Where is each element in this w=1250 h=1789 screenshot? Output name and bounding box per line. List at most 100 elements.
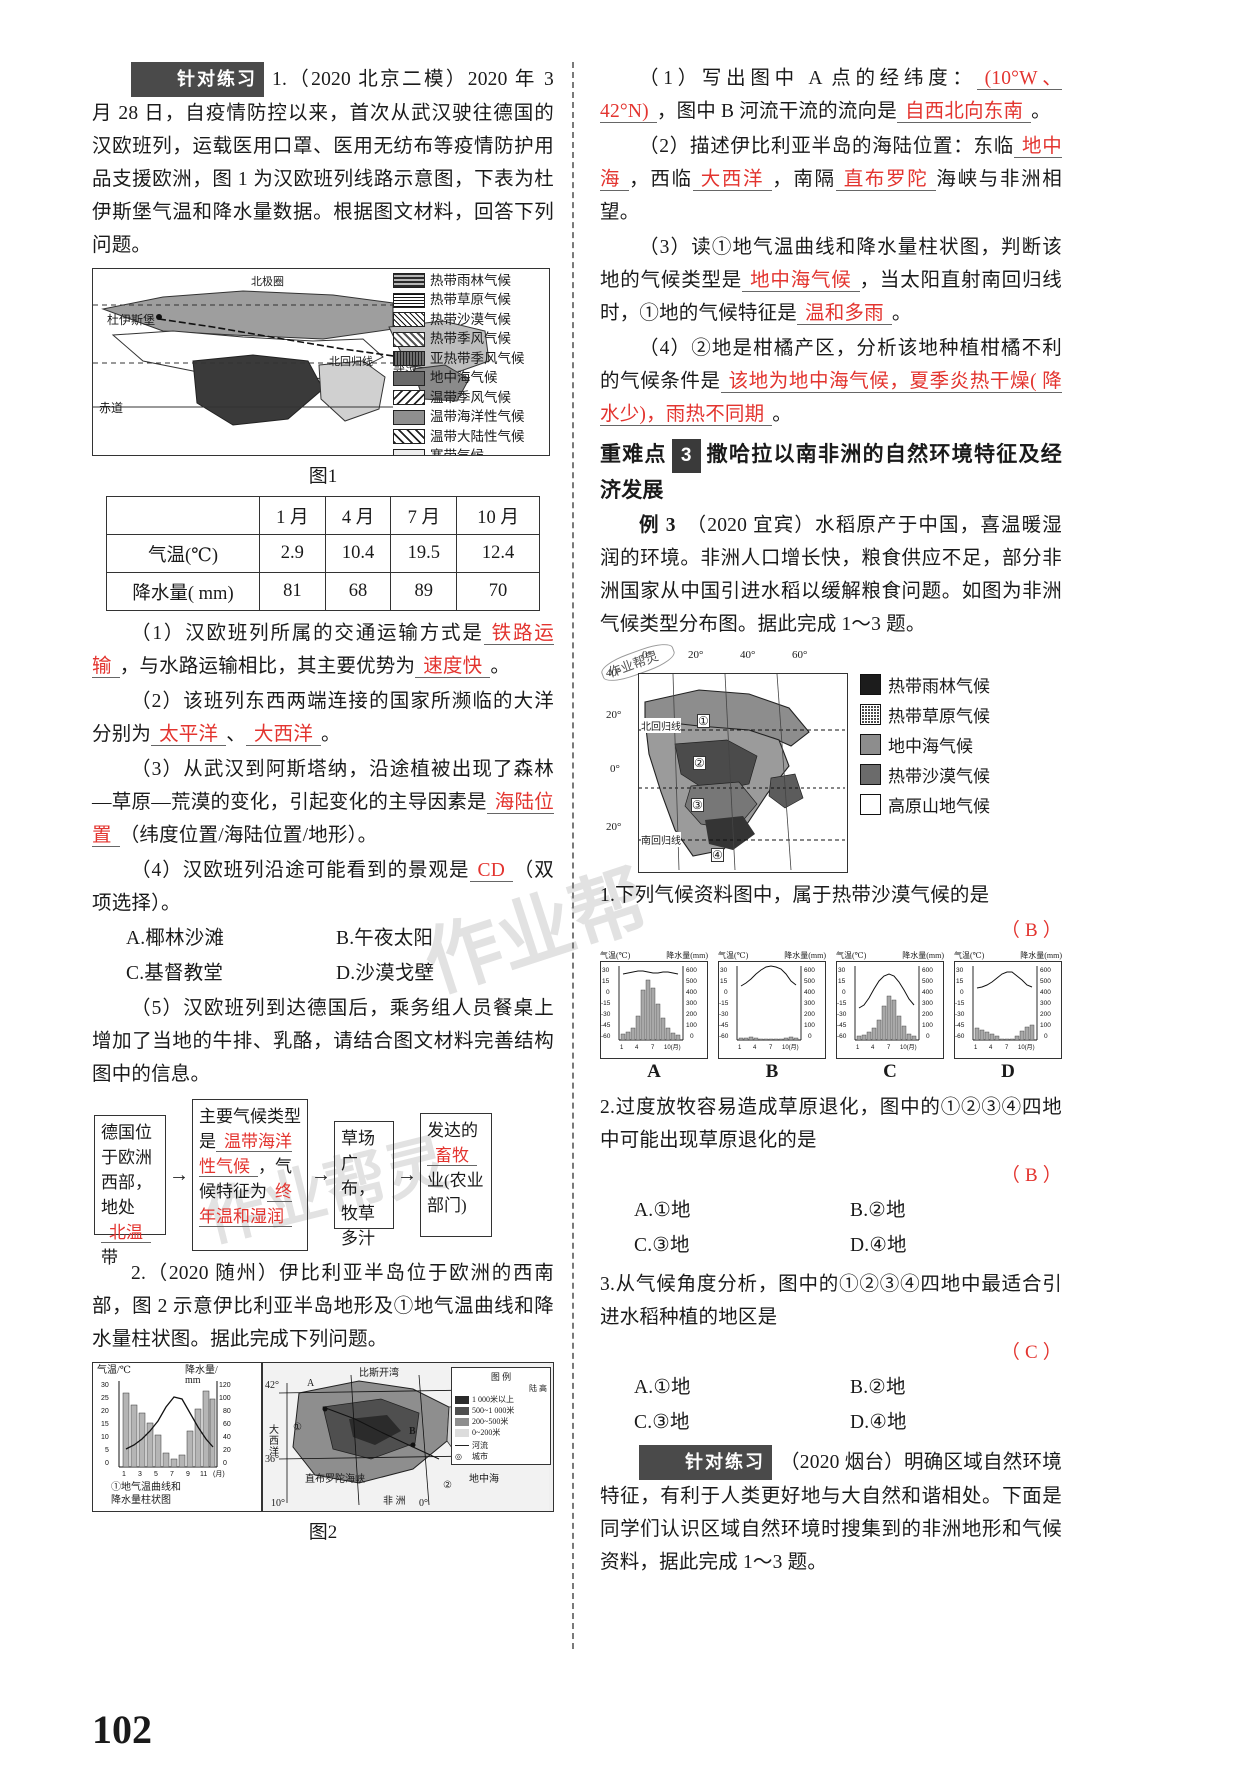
legend-label: 1 000米以上 xyxy=(472,1395,514,1404)
figure-2-terrain-map: A B ① ② 比斯开湾 大西洋 地中海 非 洲 直布罗陀海峡 42° 36° … xyxy=(262,1362,554,1512)
svg-text:10(月): 10(月) xyxy=(1018,1044,1035,1051)
q2-sub2-answer-1: 地中海 xyxy=(600,136,1062,191)
cell: 68 xyxy=(324,572,392,611)
q1-sub4-text: （4）汉欧班列沿途可能看到的景观是 xyxy=(131,860,470,881)
option-c: C.③地 xyxy=(634,1235,690,1256)
q1-sub1-text-2: ，与水路运输相比，其主要优势为 xyxy=(119,656,416,677)
map-label-africa: 非 洲 xyxy=(383,1496,406,1507)
svg-text:9: 9 xyxy=(186,1471,190,1478)
q2-sub3-text-2: ，当太阳直射南回归线时，①地的气候特征是 xyxy=(600,270,1062,324)
svg-text:80: 80 xyxy=(223,1408,231,1415)
map-label-gibraltar: 直布罗陀海峡 xyxy=(305,1474,365,1485)
svg-text:200: 200 xyxy=(804,1011,815,1018)
svg-text:25: 25 xyxy=(101,1395,109,1402)
svg-text:200: 200 xyxy=(922,1011,933,1018)
legend-label: 热带沙漠气候 xyxy=(888,766,990,786)
option-d: D.沙漠戈壁 xyxy=(336,963,435,984)
legend-label: 寒带气候 xyxy=(430,448,484,456)
chart-label-c: C xyxy=(883,1061,897,1082)
svg-text:3: 3 xyxy=(138,1471,142,1478)
svg-text:-60: -60 xyxy=(955,1033,965,1040)
option-a: A.①地 xyxy=(634,1200,691,1221)
cell: 12.4 xyxy=(456,534,540,573)
legend-swatch xyxy=(455,1395,469,1404)
legend-label: 城市 xyxy=(472,1452,488,1461)
legend-swatch xyxy=(455,1406,469,1415)
q1-sub2: （2）该班列东西两端连接的国家所濒临的大洋分别为 太平洋、大西洋。 xyxy=(92,685,554,751)
flow-box-4-text: 发达的 xyxy=(427,1121,478,1140)
svg-text:200: 200 xyxy=(1040,1011,1051,1018)
svg-text:0: 0 xyxy=(1044,1033,1048,1040)
legend-item: 地中海气候 xyxy=(860,729,990,759)
figure-1-caption: 图1 xyxy=(308,466,338,487)
svg-text:7: 7 xyxy=(651,1045,655,1051)
legend-swatch xyxy=(860,673,881,695)
svg-text:500: 500 xyxy=(804,978,815,985)
legend-swatch xyxy=(393,331,425,347)
legend-label: 热带雨林气候 xyxy=(430,272,511,288)
q1-sub1-end: 。 xyxy=(490,656,511,677)
svg-text:11: 11 xyxy=(200,1471,207,1478)
svg-text:30: 30 xyxy=(956,967,964,974)
q1-sub2-answer-1: 太平洋 xyxy=(151,724,227,746)
svg-text:40: 40 xyxy=(223,1434,231,1441)
lon-tick-0: 0° xyxy=(642,649,652,661)
chart-plot: 30 15 0 -15 -30 -45 -60 600 500 400 300 200 100 0 xyxy=(954,961,1062,1059)
q2-sub4-text: （4）②地是柑橘产区，分析该地种植柑橘不利的气候条件是 xyxy=(600,338,1062,392)
legend-swatch xyxy=(393,370,425,386)
flow-arrow-1: → xyxy=(169,1163,189,1186)
svg-text:7: 7 xyxy=(887,1045,891,1051)
legend-label: 亚热带季风气候 xyxy=(430,350,525,366)
chart-y-right-title: 降水量(mm) xyxy=(1020,951,1062,960)
map-label-arctic: 北极圈 xyxy=(251,276,284,288)
figure-1: 北极圈 杜伊斯堡 北回归线 武汉 赤道 热带雨林气候 热带草原气候 热带沙漠气候… xyxy=(92,268,554,488)
legend-label: 200~500米 xyxy=(472,1417,509,1426)
legend-item: 地中海气候 xyxy=(393,369,545,389)
legend-item: 热带季风气候 xyxy=(393,330,545,350)
figure-2-caption: 图2 xyxy=(308,1522,338,1543)
q2-options-row-1: A.①地 B.②地 xyxy=(600,1194,1062,1227)
q1-sub4-answer: CD xyxy=(469,860,514,882)
svg-text:4: 4 xyxy=(871,1045,875,1051)
svg-text:100: 100 xyxy=(686,1022,697,1029)
map-label-atlantic: 大西洋 xyxy=(269,1425,279,1458)
legend-item: 热带雨林气候 xyxy=(393,271,545,291)
flow-box-2-mid: ，气候特征为 xyxy=(199,1157,292,1201)
lon-tick-40: 40° xyxy=(740,649,756,661)
legend-label: 热带沙漠气候 xyxy=(430,311,511,327)
option-c: C.基督教堂 xyxy=(126,963,224,984)
lat-tick-0: 0° xyxy=(610,763,620,775)
flow-box-3-text: 草场广布，牧草多汁 xyxy=(341,1129,375,1248)
example-3-text: （2020 宜宾）水稻原产于中国，喜温暖湿润的环境。非洲人口增长快，粮食供应不足… xyxy=(600,515,1062,635)
svg-text:10(月): 10(月) xyxy=(900,1044,917,1051)
svg-text:7: 7 xyxy=(769,1045,773,1051)
cell: 10.4 xyxy=(324,534,392,573)
svg-text:15: 15 xyxy=(101,1421,109,1428)
option-b: B.②地 xyxy=(850,1377,906,1398)
legend-swatch xyxy=(393,409,425,425)
svg-text:-45: -45 xyxy=(955,1022,965,1029)
legend-label: 热带草原气候 xyxy=(430,292,511,308)
figure-1-map: 北极圈 杜伊斯堡 北回归线 武汉 赤道 热带雨林气候 热带草原气候 热带沙漠气候… xyxy=(92,268,550,456)
q1-sub1-answer-2: 速度快 xyxy=(415,656,491,678)
legend-item: 温带季风气候 xyxy=(393,388,545,408)
svg-text:300: 300 xyxy=(686,1000,697,1007)
legend-swatch xyxy=(393,273,425,289)
label-tropic-cancer: 北回归线 xyxy=(641,718,681,733)
svg-text:0: 0 xyxy=(724,989,728,996)
map-point-1: ① xyxy=(697,714,710,728)
flow-box-2-text: 主要气候类型是 xyxy=(199,1107,301,1151)
svg-text:-60: -60 xyxy=(601,1033,611,1040)
svg-text:-45: -45 xyxy=(719,1022,729,1029)
q1-sub4: （4）汉欧班列沿途可能看到的景观是 CD （双项选择）。 xyxy=(92,854,554,920)
q1-sub3-end: （纬度位置/海陆位置/地形）。 xyxy=(119,825,378,846)
chart-y-right-title: 降水量(mm) xyxy=(902,951,944,960)
africa-q1-text: 1.下列气候资料图中，属于热带沙漠气候的是 xyxy=(600,885,990,906)
q2-sub1-answer-2: 自西北向东南 xyxy=(896,101,1032,123)
svg-text:200: 200 xyxy=(686,1011,697,1018)
practice-text: （2020 烟台）明确区域自然环境特征，有利于人类更好地与大自然和谐相处。下面是… xyxy=(600,1452,1062,1573)
flowchart: 德国位于欧洲西部，地处北温带 → 主要气候类型是 温带海洋性气候 ，气候特征为 终年温… xyxy=(94,1099,554,1267)
legend-label: 热带雨林气候 xyxy=(888,676,990,696)
legend-swatch xyxy=(860,793,881,815)
label-tropic-capricorn: 南回归线 xyxy=(641,832,681,847)
